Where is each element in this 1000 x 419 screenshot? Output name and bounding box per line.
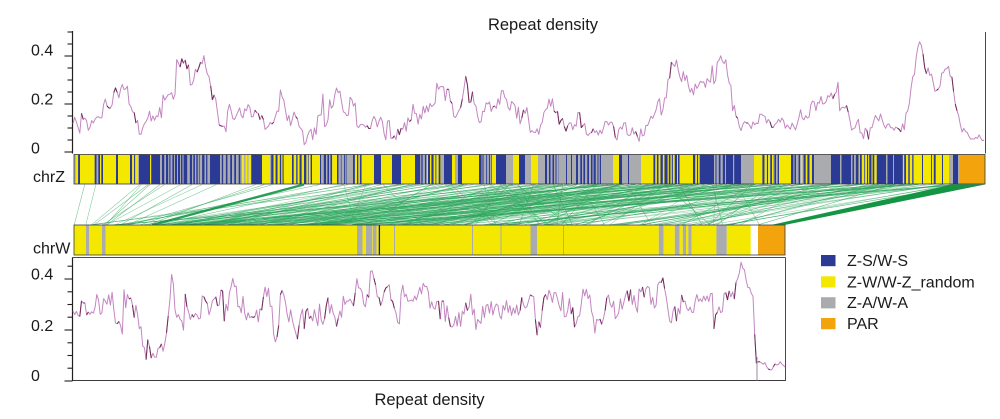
svg-text:Z-W/W-Z_random: Z-W/W-Z_random [847, 274, 975, 291]
svg-text:0: 0 [31, 141, 40, 158]
svg-text:0.4: 0.4 [31, 267, 53, 284]
svg-text:0.2: 0.2 [31, 318, 53, 335]
svg-text:0.4: 0.4 [31, 43, 53, 60]
svg-text:0.2: 0.2 [31, 92, 53, 109]
svg-text:Z-A/W-A: Z-A/W-A [847, 295, 908, 312]
svg-text:PAR: PAR [847, 316, 879, 333]
svg-text:Z-S/W-S: Z-S/W-S [847, 253, 908, 270]
svg-text:chrW: chrW [33, 241, 71, 258]
svg-text:Repeat density: Repeat density [374, 391, 485, 409]
svg-text:0: 0 [31, 368, 40, 385]
svg-text:chrZ: chrZ [33, 169, 65, 186]
svg-text:Repeat density: Repeat density [488, 16, 599, 34]
